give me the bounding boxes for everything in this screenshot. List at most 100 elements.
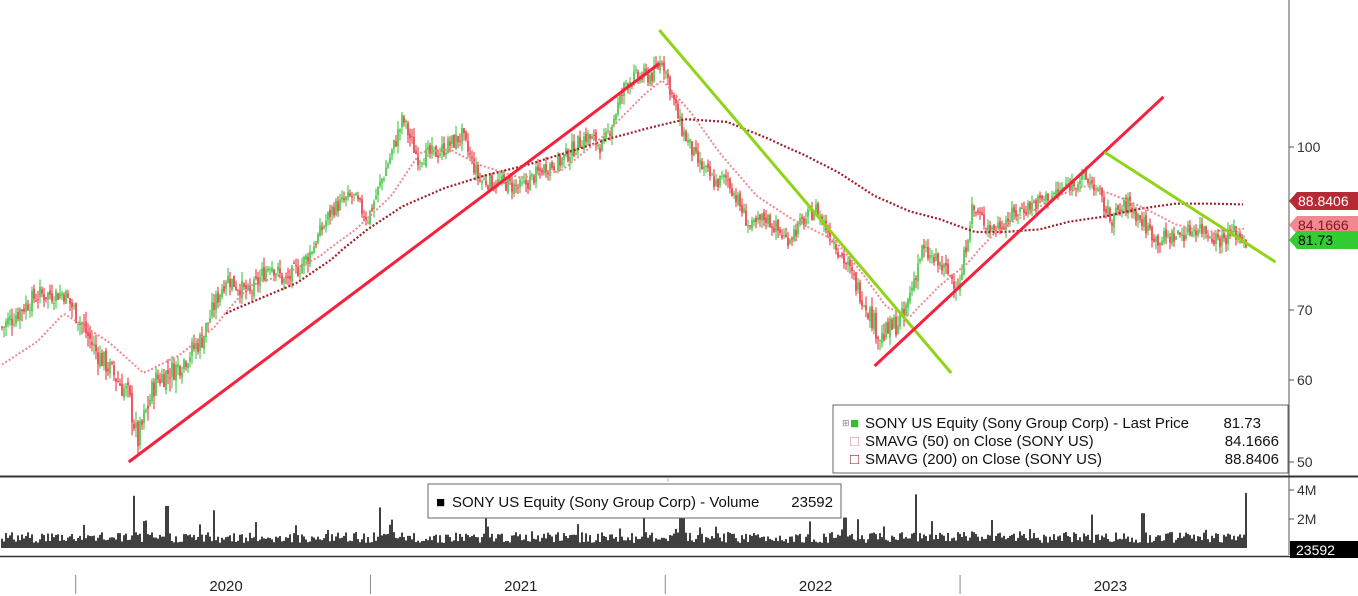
volume-bar	[415, 542, 417, 548]
candle-body	[1043, 199, 1045, 201]
volume-bar	[533, 538, 535, 548]
volume-bar	[905, 537, 907, 548]
volume-bar	[411, 539, 413, 548]
volume-bar	[939, 532, 941, 548]
volume-bar	[957, 532, 959, 548]
volume-bar	[829, 533, 831, 548]
candle-body	[935, 253, 937, 261]
volume-bar	[115, 539, 117, 548]
volume-bar	[641, 536, 643, 548]
legend-name-sma50: SMAVG (50) on Close (SONY US)	[865, 433, 1094, 450]
volume-bar	[659, 539, 661, 548]
candle-body	[791, 238, 793, 240]
candle-body	[469, 153, 471, 155]
legend-value-price: 81.73	[1223, 415, 1261, 432]
candle-body	[399, 129, 401, 133]
volume-bar	[875, 534, 877, 548]
candle-body	[979, 211, 981, 214]
candle-body	[147, 405, 149, 409]
candle-body	[699, 159, 701, 165]
volume-bar	[937, 538, 939, 548]
candle-body	[1175, 236, 1177, 240]
candle-body	[301, 264, 303, 273]
candle-body	[401, 115, 403, 128]
axes: 100 70 60 50 4M 2M 2020 2021 2022 2023	[75, 139, 1321, 595]
candle-body	[763, 212, 765, 220]
candle-body	[941, 265, 943, 271]
volume-bar	[947, 532, 949, 548]
candle-body	[831, 241, 833, 243]
candle-body	[325, 220, 327, 227]
candle-body	[919, 258, 921, 262]
candle-body	[1225, 237, 1227, 245]
volume-bar	[1047, 542, 1049, 548]
candle-body	[985, 227, 987, 229]
candle-body	[795, 230, 797, 237]
volume-bar	[1165, 533, 1167, 548]
candle-body	[555, 171, 557, 173]
volume-bar	[365, 542, 367, 548]
volume-bar	[197, 536, 199, 548]
candle-body	[445, 152, 447, 155]
volume-bar	[1231, 539, 1233, 548]
candle-body	[31, 290, 33, 312]
volume-bar	[439, 535, 441, 548]
candle-body	[709, 166, 711, 177]
volume-bar	[1009, 535, 1011, 548]
candle-body	[615, 114, 617, 121]
candle-body	[729, 178, 731, 189]
candle-body	[353, 193, 355, 195]
volume-bar	[237, 540, 239, 548]
candle-body	[723, 174, 725, 178]
candle-body	[857, 282, 859, 290]
volume-bar	[495, 538, 497, 548]
volume-bar	[767, 536, 769, 548]
candle-body	[377, 186, 379, 196]
volume-bar	[1233, 535, 1235, 548]
volume-bar	[207, 532, 209, 548]
candle-body	[413, 136, 415, 153]
volume-bar	[873, 532, 875, 548]
volume-bar	[233, 533, 235, 548]
candle-body	[455, 134, 457, 149]
candle-body	[101, 352, 103, 367]
candle-body	[715, 180, 717, 186]
legend-expand-icon[interactable]: ⊞	[842, 418, 850, 428]
volume-bar	[517, 536, 519, 548]
volume-bar	[591, 542, 593, 548]
volume-bar	[259, 539, 261, 548]
candle-body	[7, 318, 9, 325]
volume-bar	[903, 538, 905, 548]
candle-body	[285, 276, 287, 278]
candle-body	[899, 314, 901, 327]
volume-bar	[231, 541, 233, 548]
volume-bar	[803, 542, 805, 548]
volume-bar	[1225, 536, 1227, 548]
candle-body	[215, 294, 217, 311]
candle-body	[173, 363, 175, 380]
volume-bar	[1015, 540, 1017, 548]
candle-body	[145, 409, 147, 412]
candle-body	[273, 269, 275, 276]
volume-bar	[85, 538, 87, 548]
volume-bar	[857, 519, 859, 548]
candle-body	[1029, 202, 1031, 210]
volume-bar	[757, 534, 759, 548]
candle-body	[43, 294, 45, 301]
volume-bar	[909, 538, 911, 548]
candle-body	[425, 148, 427, 167]
candle-body	[885, 322, 887, 338]
volume-bar	[589, 535, 591, 548]
candle-body	[1161, 240, 1163, 246]
volume-bar	[733, 533, 735, 548]
candle-body	[1093, 184, 1095, 191]
candle-body	[1041, 195, 1043, 200]
volume-bar	[101, 532, 103, 548]
candle-body	[49, 290, 51, 295]
volume-bar	[925, 536, 927, 548]
candle-body	[357, 195, 359, 200]
volume-bar	[825, 536, 827, 548]
candle-body	[637, 71, 639, 80]
candle-body	[125, 386, 127, 389]
candle-body	[1127, 197, 1129, 214]
